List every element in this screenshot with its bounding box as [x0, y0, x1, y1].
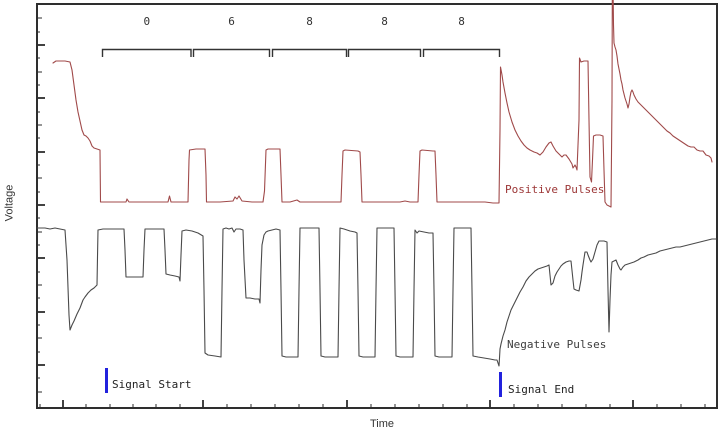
- negative-pulses-trace: [36, 227, 717, 367]
- pulse-count-label: 6: [228, 15, 235, 28]
- pulse-group-bracket: [271, 48, 348, 57]
- pulse-count-label: 0: [143, 15, 151, 28]
- positive-pulses-label: Positive Pulses: [505, 183, 605, 196]
- pulse-count-label: 8: [381, 15, 388, 28]
- pulse-group-bracket: [192, 48, 271, 57]
- x-axis-label: Time: [369, 418, 395, 430]
- pulse-group-bracket: [101, 48, 192, 57]
- positive-pulses-trace: [52, 0, 713, 208]
- pulse-group-bracket: [347, 48, 422, 57]
- signal-end-label: Signal End: [508, 383, 575, 396]
- pulse-count-label: 8: [458, 15, 465, 28]
- signal-start-label: Signal Start: [112, 378, 192, 391]
- plot-border: [36, 3, 718, 409]
- pulse-group-bracket: [422, 48, 501, 57]
- pulse-count-label: 8: [306, 15, 313, 28]
- negative-pulses-label: Negative Pulses: [507, 338, 607, 351]
- y-axis-label: Voltage: [3, 184, 16, 222]
